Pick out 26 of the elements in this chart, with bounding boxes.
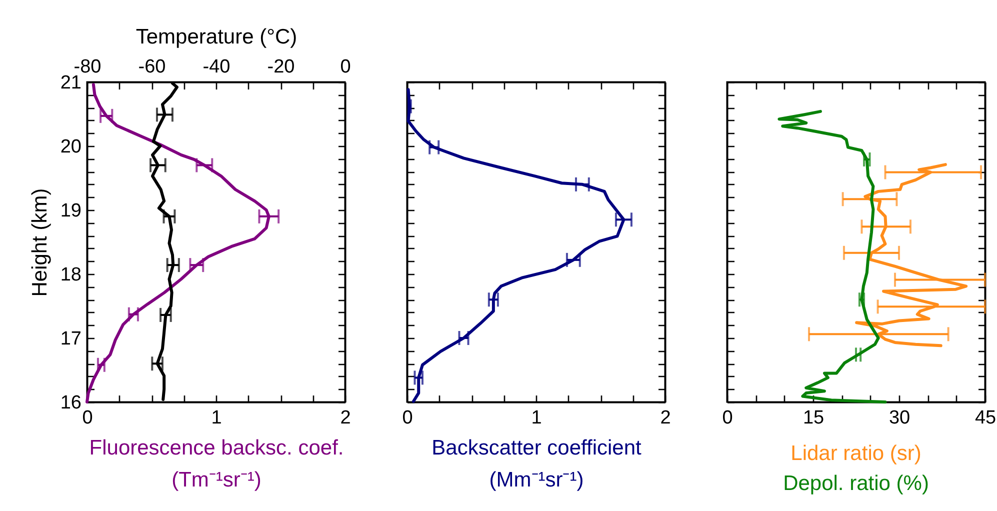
- text: Depol. ratio (%): [783, 472, 929, 495]
- x-tick-label: 45: [974, 408, 996, 428]
- x2-axis-title: Temperature (°C): [136, 26, 298, 48]
- y-tick-label: 17: [60, 328, 82, 350]
- y-tick-label: 20: [60, 136, 82, 158]
- y-tick-label: 21: [60, 72, 82, 94]
- text: Lidar ratio (sr): [790, 442, 922, 465]
- x-axis-title: Backscatter coefficient (Mm⁻¹sr⁻¹): [432, 436, 642, 492]
- x-tick-label: 0: [402, 408, 413, 428]
- y-tick-label: 18: [60, 264, 82, 286]
- y-axis-title: Height (km): [28, 188, 52, 297]
- x-tick-label: 15: [802, 408, 824, 428]
- x-tick-label: 30: [888, 408, 910, 428]
- x2-tick-label: 0: [340, 56, 351, 78]
- x-tick-label: 2: [340, 408, 351, 428]
- x-axis-title: Fluorescence backsc. coef. (Tm⁻¹sr⁻¹): [89, 436, 344, 492]
- x-tick-label: 1: [211, 408, 222, 428]
- x-tick-label: 2: [660, 408, 671, 428]
- y-tick-label: 19: [60, 200, 82, 222]
- x-tick-label: 0: [82, 408, 93, 428]
- x2-tick-label: -20: [267, 56, 295, 78]
- y-tick-label: 16: [60, 392, 82, 414]
- x2-tick-label: -60: [138, 56, 166, 78]
- x2-tick-label: -40: [202, 56, 230, 78]
- x-tick-label: 1: [531, 408, 542, 428]
- x-tick-label: 0: [722, 408, 733, 428]
